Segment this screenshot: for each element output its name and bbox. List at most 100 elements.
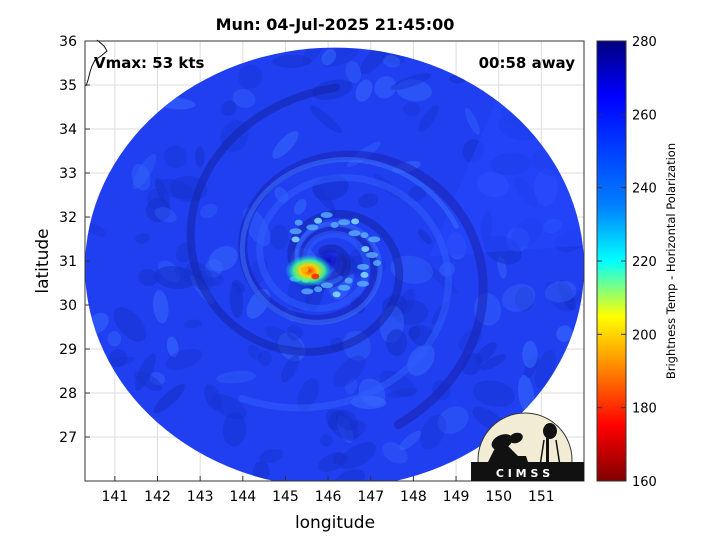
swath-texture [333,355,366,388]
colorbar-tick-label: 160 [632,475,657,490]
swath-texture [146,197,171,223]
swath-texture [382,442,408,464]
swath-texture [183,319,202,329]
swath-texture [270,224,289,250]
vmax-annotation: Vmax: 53 kts [94,54,204,72]
cold-core-point [300,266,309,273]
swath-texture [360,47,389,75]
swath-texture [345,60,362,84]
swath-texture [195,146,205,168]
swath-texture [390,73,432,90]
y-tick-label: 33 [59,166,77,182]
y-axis-label: latitude [33,228,53,293]
swath-texture [259,448,284,463]
time-away-annotation: 00:58 away [479,54,576,72]
swath-texture [154,207,177,223]
swath-texture [165,348,203,370]
swath-texture [374,76,397,99]
convective-cell [357,263,370,270]
swath-texture [335,409,358,431]
swath-texture [337,415,354,444]
swath-texture [345,378,358,395]
y-axis-ticks: 27 28 29 30 31 32 33 34 35 36 [59,34,90,446]
swath-texture [200,203,218,219]
colorbar-tick-label: 220 [632,255,657,270]
swath-texture [349,248,363,279]
x-tick-label: 147 [357,489,384,505]
swath-texture [544,280,577,303]
swath-texture [302,47,325,65]
x-axis-label: longitude [295,513,375,533]
swath-texture [147,188,165,209]
y-tick-label: 30 [59,298,77,314]
swath-texture [545,281,575,312]
x-tick-label: 148 [400,489,427,505]
swath-texture [131,163,151,191]
spiral-band [238,174,453,412]
swath-texture [238,64,263,89]
convective-cell [291,236,300,243]
swath-texture [472,380,515,407]
swath-texture [418,229,432,245]
swath-texture [258,350,272,366]
swath-texture [208,246,238,272]
chart-title: Mun: 04-Jul-2025 21:45:00 [216,15,455,34]
convective-cell [360,271,369,278]
swath-texture [222,412,247,447]
swath-texture [154,266,197,290]
cimss-logo-text: C I M S S [496,467,550,480]
swath-texture [419,414,446,450]
y-tick-label: 28 [59,386,77,402]
swath-texture [232,280,245,293]
swath-texture [132,153,157,190]
convective-cell [289,228,302,235]
swath-texture [153,290,169,324]
swath-texture [297,378,319,412]
swath-texture [163,145,187,169]
y-tick-label: 29 [59,342,77,358]
convective-cell [314,286,323,293]
swath-texture [355,79,373,102]
swath-texture [204,384,222,411]
swath-texture [418,105,439,132]
swath-texture [286,324,303,341]
swath-texture [392,299,429,326]
colorbar-tick-label: 280 [632,35,657,50]
colorbar-tick-label: 240 [632,182,657,197]
colorbar-ticks: 160 180 200 220 240 260 280 [597,35,657,490]
y-tick-label: 36 [59,34,77,50]
convective-cell [338,284,351,291]
y-tick-label: 27 [59,430,77,446]
x-tick-label: 144 [229,489,256,505]
swath-texture [558,279,577,311]
swath-texture [327,410,346,431]
colorbar: 160 180 200 220 240 260 280 Brightness Temp - … [596,35,678,490]
swath-texture [264,326,303,351]
y-tick-label: 31 [59,254,77,270]
convective-cell [348,230,361,237]
swath-texture [204,259,223,278]
swath-texture [272,130,299,159]
cimss-logo: C I M S S [471,412,584,481]
swath-texture [408,186,427,202]
swath-texture [155,177,171,208]
convective-cell [351,218,360,225]
swath-texture [343,420,366,439]
swath-texture [113,307,147,342]
convective-cell [373,259,382,266]
swath-texture [382,55,401,68]
swath-texture [319,434,333,447]
convective-cell [320,282,333,289]
x-tick-label: 143 [187,489,214,505]
swath-texture [321,49,337,66]
swath-texture [272,54,312,68]
convective-cell [314,217,323,224]
y-tick-label: 35 [59,78,77,94]
swath-texture [464,107,480,135]
swath-texture [386,388,418,398]
coastline [85,39,108,87]
x-axis-ticks: 141 142 143 144 145 146 147 148 149 150 151 [101,476,555,505]
convective-cell [360,232,369,239]
brightness-temp-swath [85,47,584,481]
